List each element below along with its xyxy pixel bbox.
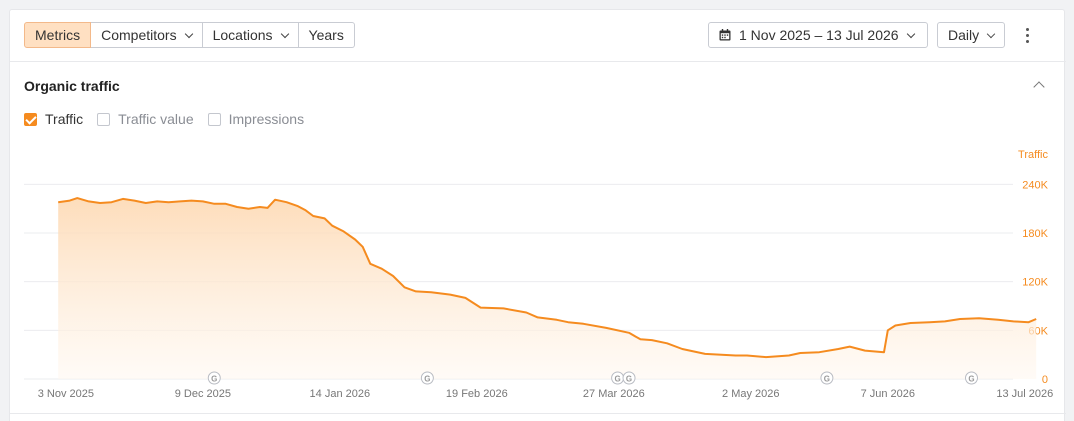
x-tick-label: 19 Feb 2026 <box>446 388 508 400</box>
x-tick-label: 14 Jan 2026 <box>310 388 371 400</box>
x-tick-label: 27 Mar 2026 <box>583 388 645 400</box>
checkbox-traffic-label: Traffic <box>45 111 84 127</box>
traffic-line <box>58 197 1037 359</box>
google-update-marker: G <box>611 371 625 385</box>
checkbox-impressions-label: Impressions <box>228 111 305 127</box>
calendar-icon <box>719 29 731 41</box>
tab-locations-label: Locations <box>212 27 273 43</box>
marker-circle <box>965 371 979 385</box>
tab-competitors[interactable]: Competitors <box>91 22 203 48</box>
checkbox-traffic-value-box[interactable] <box>97 112 111 126</box>
tab-competitors-label: Competitors <box>101 27 177 43</box>
y-axis-label: Traffic <box>1018 149 1048 161</box>
divider <box>10 413 1066 414</box>
metric-checkboxes: Traffic Traffic value Impressions <box>24 111 318 127</box>
granularity-label: Daily <box>948 27 980 43</box>
marker-label: G <box>824 375 830 384</box>
marker-circle <box>622 371 636 385</box>
google-update-marker: G <box>622 371 636 385</box>
marker-circle <box>207 371 221 385</box>
tab-locations[interactable]: Locations <box>202 22 299 48</box>
date-range-picker[interactable]: 1 Nov 2025 – 13 Jul 2026 <box>708 22 928 48</box>
tab-metrics-label: Metrics <box>35 27 81 43</box>
y-tick-label: 240K <box>1022 179 1048 191</box>
google-update-marker: G <box>965 371 979 385</box>
date-range-label: 1 Nov 2025 – 13 Jul 2026 <box>739 27 899 43</box>
google-update-marker: G <box>820 371 834 385</box>
checkbox-impressions[interactable]: Impressions <box>207 111 305 127</box>
checkbox-traffic-value-label: Traffic value <box>118 111 194 127</box>
marker-label: G <box>424 375 430 384</box>
traffic-area <box>58 198 1037 379</box>
marker-circle <box>420 371 434 385</box>
tab-years[interactable]: Years <box>298 22 355 48</box>
checkbox-traffic[interactable]: Traffic <box>24 111 83 127</box>
marker-label: G <box>968 375 974 384</box>
y-tick-label: 120K <box>1022 277 1048 289</box>
marker-label: G <box>615 375 621 384</box>
google-update-marker: G <box>207 371 221 385</box>
checkbox-traffic-box[interactable] <box>24 112 37 126</box>
google-update-marker: G <box>420 371 434 385</box>
checkbox-impressions-box[interactable] <box>207 112 221 126</box>
y-tick-label: 180K <box>1022 228 1048 240</box>
x-tick-label: 2 May 2026 <box>722 388 779 400</box>
x-tick-label: 13 Jul 2026 <box>996 388 1053 400</box>
organic-traffic-panel: Metrics Competitors Locations Years 1 No… <box>9 9 1066 421</box>
marker-label: G <box>211 375 217 384</box>
granularity-dropdown[interactable]: Daily <box>937 22 1005 48</box>
x-tick-label: 3 Nov 2025 <box>38 388 94 400</box>
metric-tab-group: Metrics Competitors Locations Years <box>24 22 355 48</box>
checkbox-traffic-value[interactable]: Traffic value <box>97 111 194 127</box>
marker-label: G <box>626 375 632 384</box>
x-tick-label: 7 Jun 2026 <box>861 388 915 400</box>
toolbar: Metrics Competitors Locations Years 1 No… <box>10 10 1066 62</box>
section-title: Organic traffic <box>24 78 120 94</box>
more-vertical-icon[interactable] <box>1026 28 1030 44</box>
tab-years-label: Years <box>308 27 344 43</box>
y-tick-label: 0 <box>1042 374 1048 386</box>
x-tick-label: 9 Dec 2025 <box>175 388 231 400</box>
marker-circle <box>820 371 834 385</box>
tab-metrics[interactable]: Metrics <box>24 22 92 48</box>
